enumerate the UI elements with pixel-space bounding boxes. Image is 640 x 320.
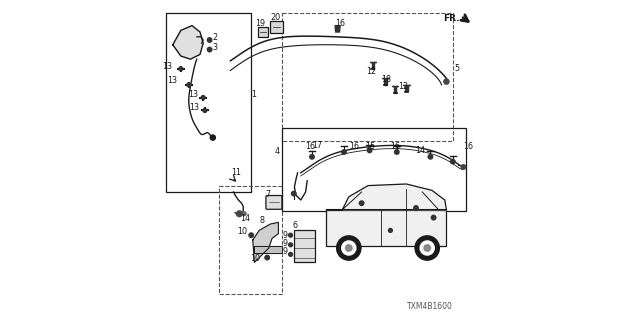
Text: 13: 13 <box>189 103 199 112</box>
Text: 16: 16 <box>335 19 346 28</box>
Circle shape <box>444 79 449 84</box>
Text: 13: 13 <box>162 62 172 71</box>
Circle shape <box>203 108 207 112</box>
Bar <box>270 21 282 33</box>
Text: 9: 9 <box>283 231 288 240</box>
Bar <box>258 27 268 37</box>
Polygon shape <box>335 26 340 32</box>
Bar <box>219 186 282 294</box>
Circle shape <box>243 212 246 216</box>
Bar <box>282 128 466 211</box>
Text: 7: 7 <box>265 190 270 199</box>
Text: 16: 16 <box>306 142 316 151</box>
Text: 13: 13 <box>188 90 198 99</box>
Circle shape <box>415 236 440 260</box>
Circle shape <box>310 155 314 159</box>
Circle shape <box>342 150 346 154</box>
Circle shape <box>346 245 352 251</box>
Polygon shape <box>254 246 282 253</box>
Text: 10: 10 <box>250 254 260 263</box>
Circle shape <box>414 206 419 210</box>
Circle shape <box>342 241 356 255</box>
Text: TXM4B1600: TXM4B1600 <box>408 302 453 311</box>
Text: 20: 20 <box>270 13 280 22</box>
Circle shape <box>201 96 205 100</box>
Circle shape <box>289 233 292 237</box>
Text: 9: 9 <box>283 247 288 256</box>
Circle shape <box>394 150 399 154</box>
Circle shape <box>249 233 253 237</box>
Circle shape <box>337 236 361 260</box>
Text: 6: 6 <box>292 221 298 230</box>
Text: 12: 12 <box>398 82 408 91</box>
Text: 4: 4 <box>275 148 280 156</box>
Polygon shape <box>173 26 204 59</box>
Circle shape <box>451 159 455 164</box>
Circle shape <box>187 83 191 87</box>
Bar <box>282 13 453 141</box>
Circle shape <box>360 201 364 205</box>
FancyBboxPatch shape <box>266 196 282 209</box>
Text: 16: 16 <box>349 142 359 151</box>
Text: FR.: FR. <box>443 14 460 23</box>
Circle shape <box>428 155 433 159</box>
Text: 9: 9 <box>283 239 288 248</box>
Text: 3: 3 <box>212 44 218 52</box>
Polygon shape <box>253 222 278 262</box>
Text: 19: 19 <box>255 19 266 28</box>
Text: 14: 14 <box>240 214 250 223</box>
Bar <box>326 210 447 246</box>
Circle shape <box>265 255 269 260</box>
Circle shape <box>424 245 430 251</box>
Circle shape <box>292 191 296 196</box>
Circle shape <box>388 228 392 232</box>
Circle shape <box>237 211 243 217</box>
Bar <box>166 13 251 192</box>
Polygon shape <box>403 85 410 91</box>
Circle shape <box>207 38 212 42</box>
Text: 16: 16 <box>463 142 474 151</box>
Text: 8: 8 <box>259 216 264 225</box>
Circle shape <box>210 135 215 140</box>
Polygon shape <box>370 62 376 69</box>
Text: 18: 18 <box>381 75 391 84</box>
Text: 10: 10 <box>237 228 247 236</box>
Text: 12: 12 <box>366 68 376 76</box>
Text: 14: 14 <box>415 146 425 155</box>
Text: 11: 11 <box>231 168 241 177</box>
Text: 5: 5 <box>454 64 460 73</box>
Bar <box>294 230 315 262</box>
Circle shape <box>289 243 292 247</box>
Circle shape <box>207 47 212 52</box>
Circle shape <box>461 165 466 169</box>
Text: 17: 17 <box>312 141 322 150</box>
Text: 13: 13 <box>168 76 178 85</box>
Circle shape <box>289 252 292 256</box>
Circle shape <box>420 241 435 255</box>
Text: 1: 1 <box>251 90 256 99</box>
Circle shape <box>431 215 436 220</box>
Polygon shape <box>326 184 447 210</box>
Text: 15: 15 <box>365 142 375 151</box>
Text: 16: 16 <box>390 142 401 151</box>
Polygon shape <box>392 86 398 93</box>
Circle shape <box>367 148 372 153</box>
Polygon shape <box>383 78 388 85</box>
Circle shape <box>179 67 183 71</box>
Text: 2: 2 <box>212 33 218 42</box>
